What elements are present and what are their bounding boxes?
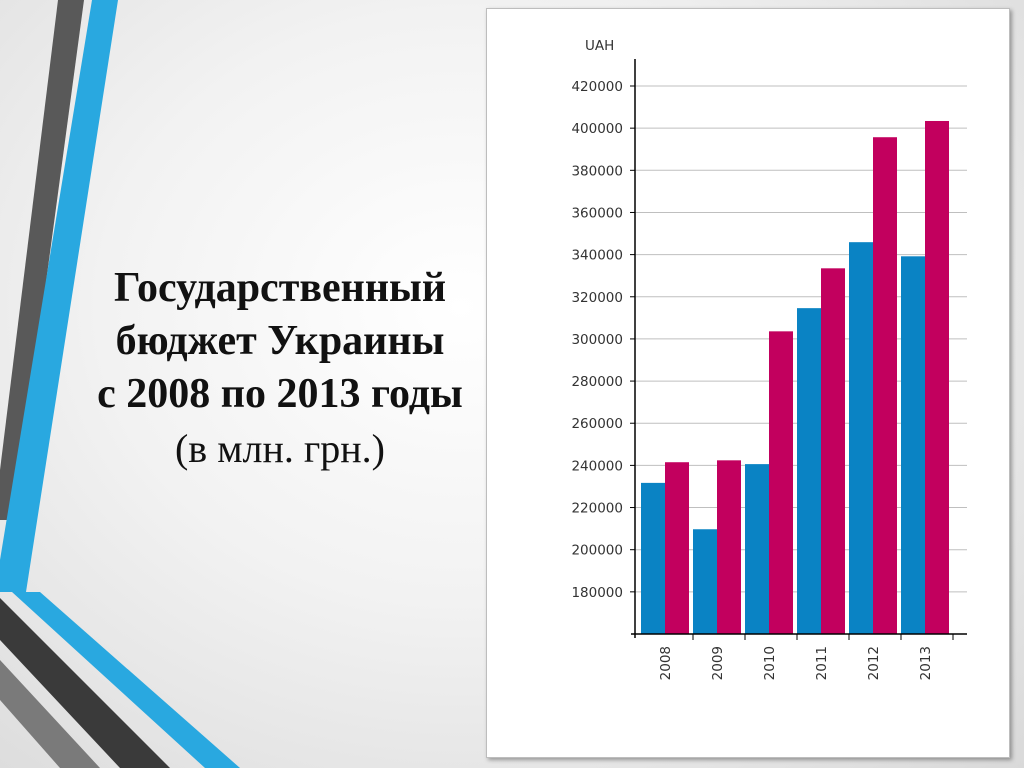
axes [630, 59, 967, 640]
y-tick-label-320000: 320000 [571, 290, 623, 306]
decor-blue-stripe-top [0, 0, 118, 592]
x-tick-label-2008: 2008 [658, 646, 674, 680]
tick-labels: 180000 200000 220000 240000 260000 280000 3000… [571, 38, 934, 680]
chart-frame: 180000 200000 220000 240000 260000 280000 3000… [486, 8, 1010, 758]
y-tick-label-240000: 240000 [571, 458, 623, 474]
bars [641, 120, 949, 635]
bar-2011-series-2 [821, 268, 845, 634]
bar-2010-series-2 [769, 331, 793, 634]
title-line-1: Государственный [113, 265, 447, 311]
x-tick-label-2011: 2011 [814, 646, 830, 680]
x-tick-label-2012: 2012 [866, 646, 882, 680]
bar-2011-series-1 [797, 308, 821, 634]
bar-2013-series-1 [901, 256, 925, 634]
title-line-3: с 2008 по 2013 годы [97, 371, 463, 417]
y-tick-label-340000: 340000 [571, 248, 623, 264]
bar-2013-series-2 [925, 120, 949, 635]
y-axis-unit-label: UAH [585, 38, 614, 54]
bar-2012-series-1 [849, 242, 873, 634]
y-tick-label-380000: 380000 [571, 163, 623, 179]
bar-2012-series-2 [873, 137, 897, 634]
slide-title: Государственный бюджет Украины с 2008 по… [70, 262, 490, 477]
decor-gray-stripe-bottom [0, 660, 100, 768]
y-tick-label-360000: 360000 [571, 205, 623, 221]
title-line-2: бюджет Украины [115, 318, 445, 364]
x-tick-label-2009: 2009 [710, 646, 726, 680]
y-tick-label-420000: 420000 [571, 79, 623, 95]
budget-bar-chart: 180000 200000 220000 240000 260000 280000 3000… [571, 38, 967, 680]
bar-2009-series-2 [717, 460, 741, 634]
bar-2008-series-1 [641, 482, 665, 634]
x-tick-label-2013: 2013 [918, 646, 934, 680]
bar-2008-series-2 [665, 462, 689, 634]
y-tick-label-220000: 220000 [571, 501, 623, 517]
y-tick-label-200000: 200000 [571, 543, 623, 559]
bar-2009-series-1 [693, 529, 717, 634]
decor-dark-stripe-bottom [0, 598, 170, 768]
decor-gray-stripe-top [0, 0, 84, 520]
y-tick-label-300000: 300000 [571, 332, 623, 348]
y-tick-label-260000: 260000 [571, 416, 623, 432]
y-tick-label-280000: 280000 [571, 374, 623, 390]
y-tick-label-180000: 180000 [571, 585, 623, 601]
bar-2010-series-1 [745, 464, 769, 634]
decor-blue-stripe-bottom [12, 592, 240, 768]
x-tick-label-2010: 2010 [762, 646, 778, 680]
slide-subtitle: (в млн. грн.) [174, 426, 386, 471]
y-tick-label-400000: 400000 [571, 121, 623, 137]
